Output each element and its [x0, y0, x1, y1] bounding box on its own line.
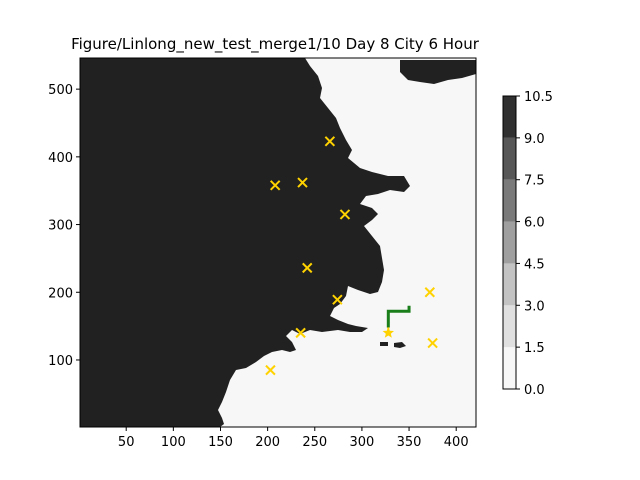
x-tick-label: 200 — [255, 435, 280, 450]
y-tick-label: 500 — [48, 83, 73, 98]
colorbar-tick-label: 0.0 — [524, 383, 545, 398]
colorbar: 0.0 1.5 3.0 4.5 6.0 7.5 9.0 10.5 — [502, 90, 553, 398]
x-tick-label: 100 — [161, 435, 186, 450]
colorbar-band — [503, 347, 516, 389]
colorbar-frame — [502, 95, 517, 390]
route-line — [386, 305, 411, 328]
x-tick-label: 350 — [397, 435, 422, 450]
colorbar-band — [503, 137, 516, 180]
colorbar-band — [503, 305, 516, 348]
land-mass — [80, 58, 410, 427]
city-marker — [295, 327, 306, 339]
city-marker — [269, 180, 281, 191]
colorbar-tick-label: 6.0 — [524, 216, 545, 231]
city-marker — [302, 262, 313, 274]
x-tick-label: 250 — [302, 435, 327, 450]
city-marker — [324, 136, 336, 147]
map-area — [80, 58, 476, 427]
colorbar-tick-label: 9.0 — [524, 132, 545, 147]
y-axis: 100 200 300 400 500 — [48, 83, 80, 369]
city-marker — [297, 177, 308, 188]
x-tick-label: 50 — [118, 435, 135, 450]
colorbar-band — [503, 221, 516, 264]
colorbar-band — [503, 263, 516, 306]
north-island — [400, 60, 476, 84]
city-marker — [332, 294, 343, 305]
y-tick-label: 100 — [48, 354, 73, 369]
y-tick-label: 400 — [48, 151, 73, 166]
east-islets — [380, 342, 406, 348]
city-marker — [339, 209, 351, 220]
colorbar-tick-label: 7.5 — [524, 174, 545, 189]
x-tick-label: 150 — [208, 435, 233, 450]
city-marker — [427, 337, 438, 349]
x-tick-label: 300 — [350, 435, 375, 450]
colorbar-band — [503, 179, 516, 222]
start-star-icon — [382, 326, 395, 338]
x-tick-label: 400 — [444, 435, 469, 450]
colorbar-tick-label: 3.0 — [524, 299, 545, 314]
city-marker — [424, 287, 436, 298]
chart-title: Figure/Linlong_new_test_merge1/10 Day 8 … — [71, 35, 480, 54]
plot-frame — [79, 57, 477, 428]
x-axis: 50 100 150 200 250 300 350 400 — [118, 427, 469, 450]
route-layer — [382, 305, 411, 338]
city-markers — [265, 136, 438, 376]
colorbar-tick-label: 10.5 — [524, 90, 553, 105]
colorbar-tick-label: 1.5 — [524, 341, 545, 356]
colorbar-tick-label: 4.5 — [524, 257, 545, 272]
y-tick-label: 300 — [48, 219, 73, 234]
city-marker — [265, 364, 276, 376]
colorbar-band — [503, 96, 516, 138]
y-tick-label: 200 — [48, 286, 73, 301]
